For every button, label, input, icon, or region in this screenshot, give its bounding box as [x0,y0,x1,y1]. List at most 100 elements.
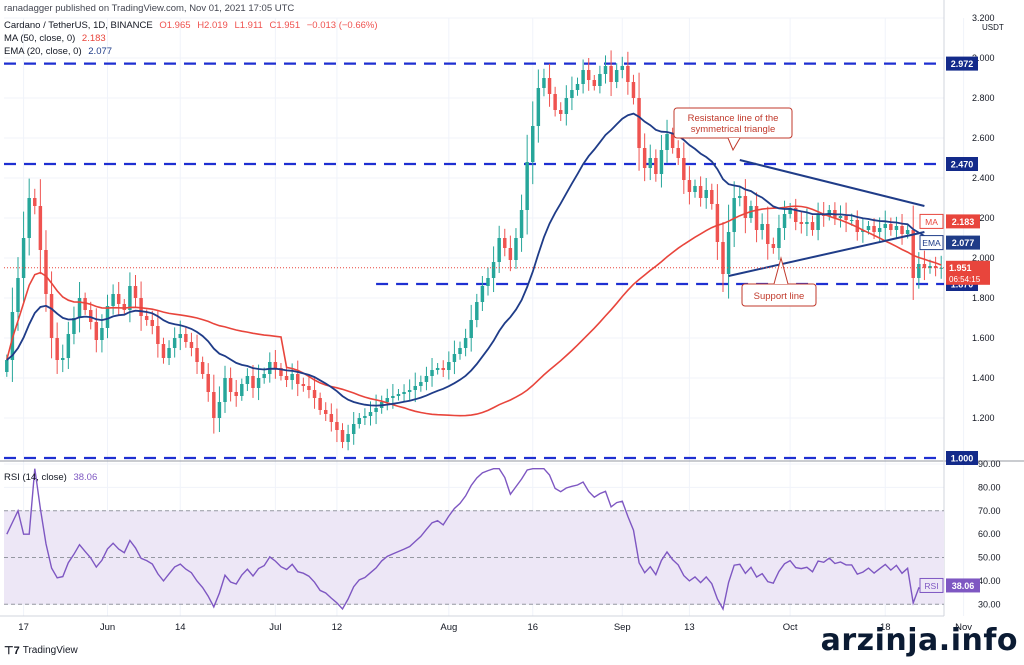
candle-body [228,378,233,392]
rsi-tick-label: 70.00 [978,506,1001,516]
candle-body [872,226,876,232]
candle-body [659,150,664,174]
candle-body [452,354,457,362]
tradingview-logo-icon: ⊤7 [4,645,20,657]
candle-body [866,226,871,230]
candle-body [844,216,848,220]
candle-body [273,362,278,368]
candle-body [357,418,362,424]
candle-body [200,362,205,374]
time-tick-label: 13 [684,622,695,633]
rsi-name-tag [919,577,944,593]
candle-body [508,248,513,260]
price-tick-label: 2.400 [972,173,995,183]
candle-body [497,238,501,262]
candle-body [553,94,557,110]
rsi-tick-label: 30.00 [978,599,1001,609]
tradingview-brand-label: TradingView [22,645,78,656]
ema-value: 2.077 [88,46,113,57]
candle-body [217,402,222,418]
candle-body [402,392,406,394]
candle-body [570,90,574,98]
level-price-tag [946,56,978,71]
candle-body [626,66,630,82]
candle-body [340,430,345,442]
level-price-tag-label: 2.470 [951,160,974,170]
candle-body [676,148,680,158]
candle-body [167,348,171,358]
candle-body [458,348,462,354]
candle-body [21,238,26,278]
candle-body [195,348,199,362]
candle-body [83,298,87,310]
rsi-name-label: RSI [924,581,938,591]
ema-legend[interactable]: EMA (20, close, 0) 2.077 [4,46,116,58]
ema-name-label: EMA [922,238,941,248]
candle-body [754,206,759,230]
candle-body [407,390,412,392]
candle-body [463,338,468,348]
candle-body [782,214,787,228]
ma-value-label: 2.183 [952,217,975,227]
candle-body [100,328,104,340]
candle-body [234,392,238,396]
resistance-callout-text: symmetrical triangle [691,124,775,135]
candle-body [424,376,429,382]
rsi-value-tag [946,578,980,593]
candle-body [16,278,20,312]
rsi-legend[interactable]: RSI (14, close) 38.06 [4,472,101,484]
candle-body [301,384,306,386]
candle-body [469,320,473,338]
candle-body [525,162,529,210]
level-price-tag-label: 2.972 [951,59,974,69]
candle-body [346,434,350,442]
ema-20-line [6,112,942,407]
candle-body [480,286,485,302]
candle-body [133,286,138,298]
candle-body [374,408,378,412]
level-price-tag-label: 1.000 [951,454,974,464]
candle-body [849,220,854,221]
candle-body [564,98,569,114]
resistance-callout-pointer [727,137,741,152]
candle-body [861,230,865,232]
candle-body [503,238,507,248]
candle-body [318,398,322,410]
open-value: O1.965 [159,20,191,31]
ohlc-line: Cardano / TetherUS, 1D, BINANCE O1.965 H… [4,20,382,32]
candle-body [855,220,860,232]
rsi-value: 38.06 [73,472,98,483]
candle-body [732,198,736,232]
candle-body [290,374,294,380]
time-tick-label: Oct [783,622,798,633]
level-price-tag [946,157,978,171]
candle-body [391,396,395,398]
ma-legend[interactable]: MA (50, close, 0) 2.183 [4,33,110,45]
candle-body [637,98,641,148]
candle-body [486,278,490,286]
candle-body [351,424,356,434]
tradingview-brand[interactable]: ⊤7 TradingView [4,644,78,657]
price-tick-label: 1.400 [972,373,995,383]
candle-body [547,78,552,94]
support-callout-pointer [773,256,789,285]
ma-value: 2.183 [81,33,106,44]
candle-body [614,70,619,82]
price-tick-label: 3.200 [972,13,995,23]
rsi-tick-label: 50.00 [978,553,1001,563]
candle-body [883,224,887,228]
time-tick-label: 14 [175,622,186,633]
candle-body [430,370,434,376]
candle-body [721,242,725,274]
close-value: C1.951 [269,20,301,31]
candle-body [212,392,216,418]
candle-body [654,158,658,174]
rsi-tick-label: 90.00 [978,459,1001,469]
candle-body [323,410,328,414]
candle-body [542,78,546,88]
rsi-tick-label: 80.00 [978,482,1001,492]
time-tick-label: 12 [332,622,343,633]
candle-body [61,358,65,360]
